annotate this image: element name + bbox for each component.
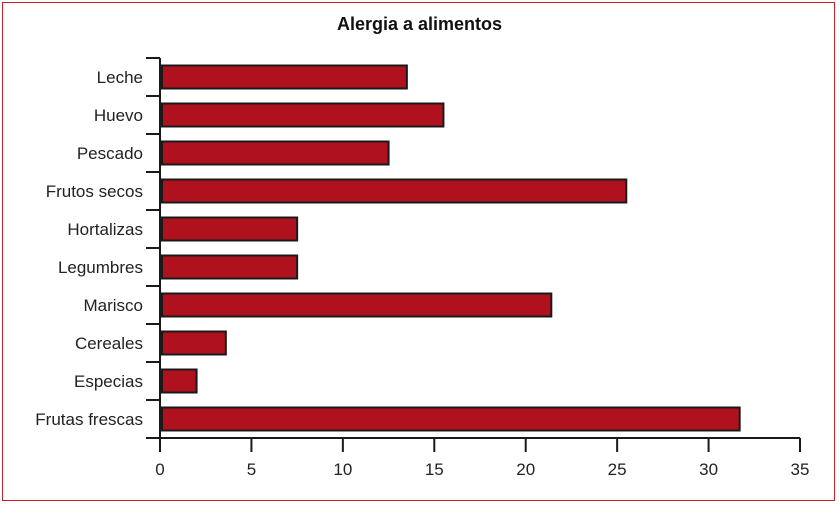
axes-group (146, 57, 801, 452)
category-label: Frutos secos (46, 182, 143, 201)
bar-frutas-frescas (161, 406, 741, 432)
bars-group (161, 64, 741, 432)
bar-frutos-secos (161, 178, 628, 204)
x-tick-label: 15 (425, 460, 444, 479)
x-tick-label: 30 (699, 460, 718, 479)
bar-legumbres (161, 254, 299, 280)
x-tick-label: 25 (608, 460, 627, 479)
x-tick-label: 10 (333, 460, 352, 479)
category-label: Frutas frescas (35, 410, 143, 429)
category-label: Cereales (75, 334, 143, 353)
bar-marisco (161, 292, 553, 318)
x-tick-label: 5 (247, 460, 256, 479)
bar-cereales (161, 330, 227, 356)
x-tick-label: 20 (516, 460, 535, 479)
category-label: Legumbres (58, 258, 143, 277)
bar-especias (161, 368, 198, 394)
labels-group: Leche Huevo Pescado Frutos secos Hortalizas L… (35, 68, 809, 479)
bar-pescado (161, 140, 390, 166)
bar-huevo (161, 102, 445, 128)
category-label: Marisco (83, 296, 143, 315)
category-label: Leche (97, 68, 143, 87)
bar-hortalizas (161, 216, 299, 242)
x-tick-label: 0 (155, 460, 164, 479)
x-tick-label: 35 (791, 460, 810, 479)
bar-leche (161, 64, 408, 90)
category-label: Especias (74, 372, 143, 391)
category-label: Huevo (94, 106, 143, 125)
category-label: Pescado (77, 144, 143, 163)
category-label: Hortalizas (67, 220, 143, 239)
chart-title: Alergia a alimentos (336, 14, 503, 34)
